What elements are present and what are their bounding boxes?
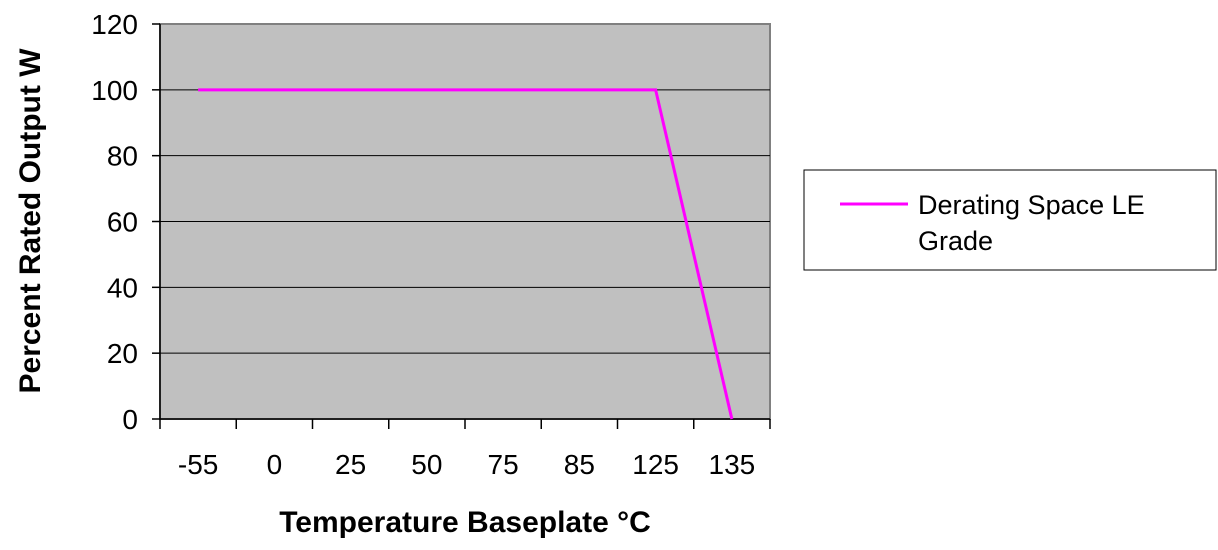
- series-layer: [198, 88, 734, 420]
- x-axis-title: Temperature Baseplate °C: [279, 506, 651, 539]
- y-tick-label: 60: [107, 207, 138, 238]
- x-tick-label: -55: [178, 449, 218, 480]
- y-tick-label: 100: [91, 75, 138, 106]
- y-axis-title: Percent Rated Output W: [14, 48, 47, 394]
- legend-label: Derating Space LE Grade: [918, 190, 1145, 256]
- x-tick-label: 75: [488, 449, 519, 480]
- x-tick-label: 50: [411, 449, 442, 480]
- x-tick-label: 135: [709, 449, 756, 480]
- y-tick-label: 0: [122, 404, 138, 435]
- y-axis-ticks: 0 20 40 60 80 100 120: [91, 9, 160, 435]
- x-tick-label: 85: [564, 449, 595, 480]
- x-tick-label: 25: [335, 449, 366, 480]
- legend-box: [803, 169, 1217, 271]
- y-tick-label: 80: [107, 141, 138, 172]
- y-tick-label: 40: [107, 272, 138, 303]
- x-tick-label: 0: [267, 449, 283, 480]
- x-axis-ticks: -55 0 25 50 75 85 125 135: [159, 419, 771, 480]
- x-tick-label: 125: [632, 449, 679, 480]
- y-tick-label: 120: [91, 9, 138, 40]
- y-tick-label: 20: [107, 338, 138, 369]
- legend: Derating Space LE Grade: [803, 169, 1217, 271]
- series-line: [198, 88, 734, 420]
